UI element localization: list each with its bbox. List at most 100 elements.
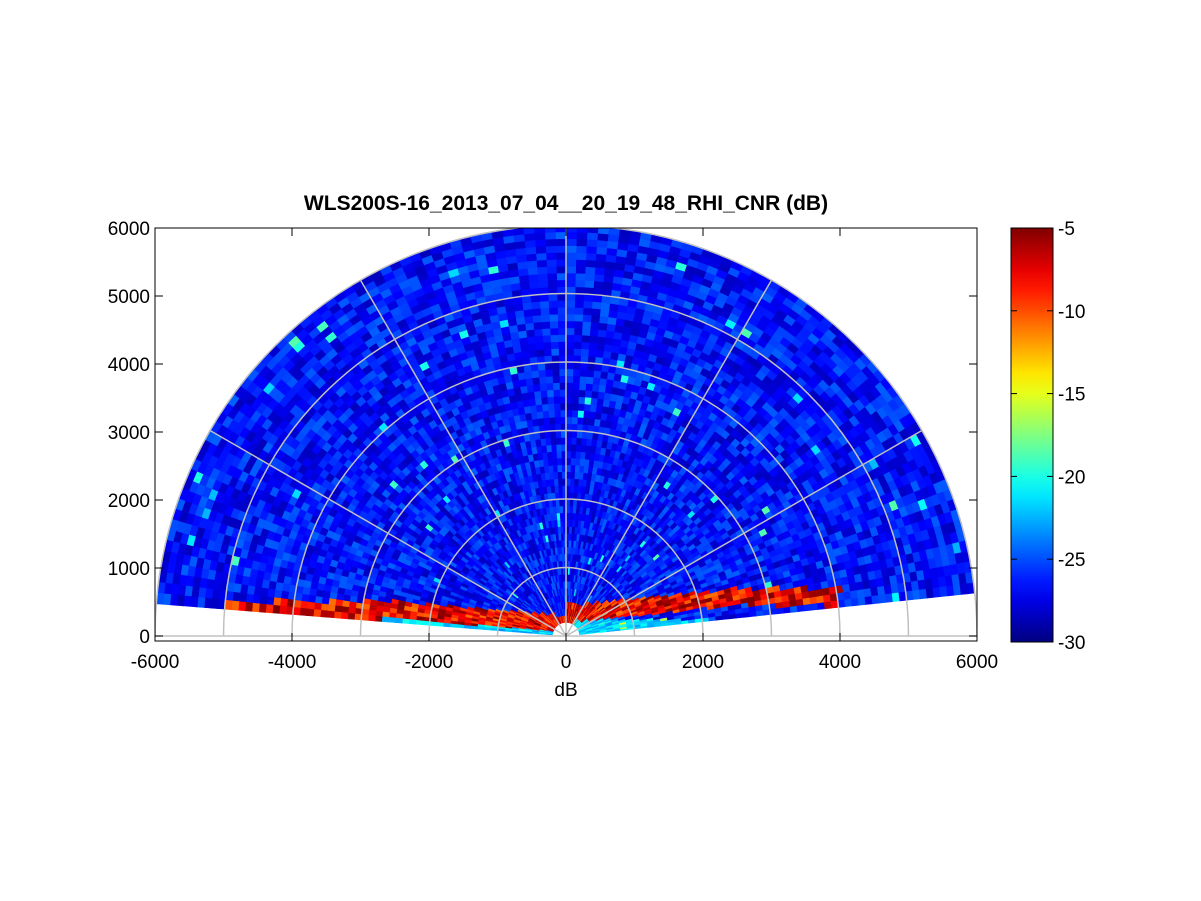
data-cell: [531, 376, 540, 386]
data-cell: [597, 329, 607, 338]
data-cell: [558, 375, 567, 383]
data-cell: [591, 301, 602, 310]
data-cell: [552, 375, 560, 384]
data-cell: [578, 375, 587, 384]
data-cell: [569, 498, 574, 507]
data-cell: [588, 342, 598, 351]
data-cell: [556, 293, 567, 301]
data-cell: [584, 266, 596, 275]
data-cell: [546, 396, 555, 405]
data-cell: [582, 410, 590, 419]
data-cell: [572, 505, 577, 514]
data-cell: [525, 329, 535, 338]
data-cell: [810, 602, 819, 611]
data-cell: [546, 389, 554, 398]
data-cell: [555, 437, 562, 445]
data-cell: [565, 245, 577, 253]
data-cell: [573, 341, 582, 350]
data-cell: [544, 238, 557, 247]
data-cell: [547, 293, 558, 302]
data-cell: [550, 444, 557, 452]
data-cell: [558, 361, 567, 370]
data-cell: [582, 314, 592, 323]
data-cell: [560, 423, 567, 431]
data-cell: [595, 246, 608, 255]
data-cell: [857, 596, 867, 606]
data-cell: [530, 301, 541, 310]
data-cell: [547, 403, 555, 411]
data-cell: [595, 253, 607, 262]
data-cell: [551, 450, 558, 459]
data-cell: [558, 368, 567, 377]
data-cell: [596, 239, 608, 249]
data-cell: [555, 443, 562, 452]
data-cell: [556, 457, 562, 466]
data-cell: [557, 327, 567, 336]
data-cell: [522, 308, 533, 318]
data-cell: [575, 245, 587, 254]
data-cell: [589, 404, 597, 413]
data-cell: [565, 320, 575, 329]
data-cell: [573, 471, 580, 480]
data-cell: [553, 409, 561, 418]
data-cell: [534, 335, 544, 344]
data-cell: [536, 266, 548, 275]
data-cell: [556, 286, 567, 294]
data-cell: [585, 376, 594, 385]
data-cell: [565, 293, 576, 301]
data-cell: [583, 396, 592, 405]
data-cell: [530, 369, 540, 379]
data-cell: [871, 594, 880, 605]
data-cell: [593, 280, 604, 289]
data-cell: [520, 350, 530, 359]
data-cell: [543, 348, 552, 357]
data-cell: [570, 443, 577, 452]
data-cell: [535, 348, 545, 358]
data-cell: [558, 347, 567, 356]
data-cell: [540, 320, 551, 330]
data-cell: [528, 349, 537, 358]
data-cell: [579, 368, 588, 377]
data-cell: [575, 265, 586, 274]
data-cell: [526, 266, 538, 276]
data-cell: [559, 402, 567, 411]
data-cell: [572, 368, 581, 377]
data-cell: [572, 354, 582, 363]
data-cell: [550, 341, 559, 350]
data-cell: [570, 450, 577, 459]
data-cell: [553, 395, 561, 404]
data-cell: [588, 335, 598, 344]
data-cell: [565, 238, 577, 247]
data-cell: [595, 342, 605, 352]
data-cell: [565, 286, 576, 294]
data-cell: [572, 382, 580, 391]
data-cell: [522, 228, 535, 235]
data-cell: [569, 471, 575, 480]
data-cell: [598, 315, 609, 324]
data-cell: [581, 327, 591, 336]
data-cell: [555, 252, 567, 260]
data-cell: [559, 416, 567, 425]
data-cell: [590, 314, 601, 323]
data-cell: [544, 362, 553, 371]
data-cell: [528, 280, 539, 289]
data-cell: [565, 416, 573, 425]
data-cell: [534, 342, 544, 351]
data-cell: [581, 334, 590, 343]
data-cell: [532, 383, 541, 392]
data-cell: [583, 403, 591, 412]
data-cell: [569, 485, 575, 493]
data-cell: [549, 430, 556, 439]
data-cell: [844, 598, 853, 607]
data-cell: [559, 409, 567, 418]
data-cell: [539, 382, 548, 392]
data-cell: [551, 361, 560, 370]
data-cell: [545, 259, 557, 267]
data-cell: [573, 348, 582, 356]
data-cell: [884, 592, 894, 603]
data-cell: [531, 314, 542, 323]
data-cell: [565, 423, 572, 431]
data-cell: [580, 341, 590, 350]
data-cell: [565, 252, 577, 260]
data-cell: [557, 471, 563, 480]
